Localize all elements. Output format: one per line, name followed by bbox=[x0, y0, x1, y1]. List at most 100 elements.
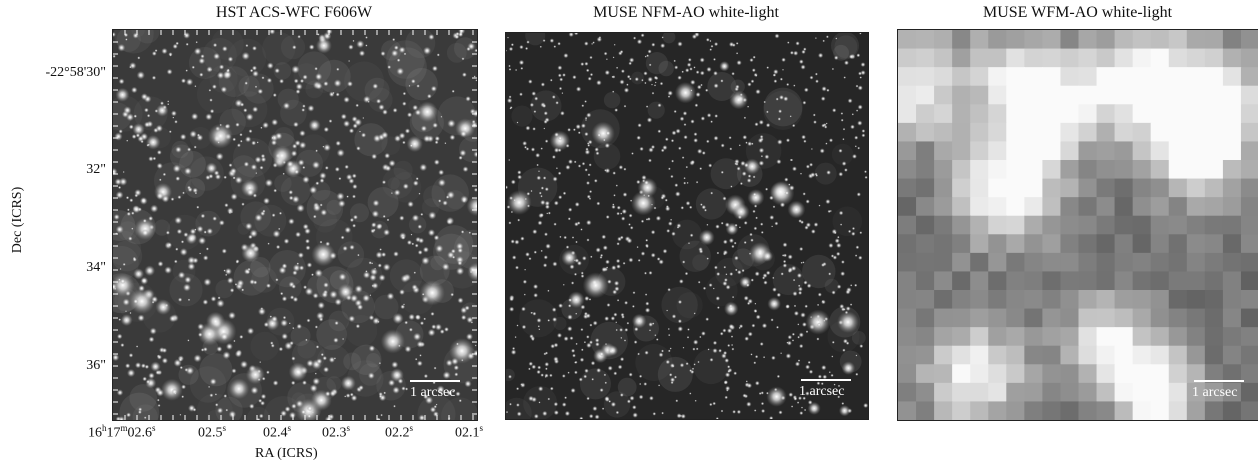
star bbox=[545, 367, 548, 371]
star bbox=[797, 284, 801, 288]
haze-blob bbox=[511, 105, 533, 127]
image-pixel bbox=[1078, 104, 1098, 124]
star bbox=[720, 79, 724, 83]
image-pixel bbox=[1222, 122, 1242, 143]
image-pixel bbox=[952, 67, 971, 87]
star bbox=[810, 172, 816, 178]
star bbox=[359, 130, 361, 133]
star bbox=[590, 360, 596, 366]
star bbox=[568, 33, 574, 38]
star bbox=[759, 342, 764, 346]
image-pixel bbox=[1150, 271, 1170, 291]
star bbox=[319, 240, 323, 244]
star bbox=[623, 87, 630, 93]
star bbox=[526, 40, 530, 44]
star bbox=[554, 132, 560, 138]
star bbox=[734, 255, 739, 261]
star bbox=[612, 90, 615, 93]
star bbox=[720, 221, 724, 225]
star bbox=[408, 84, 411, 87]
star bbox=[825, 122, 828, 125]
star bbox=[543, 255, 548, 260]
star bbox=[438, 199, 442, 203]
star bbox=[161, 347, 168, 354]
image-pixel bbox=[988, 178, 1007, 198]
star bbox=[536, 317, 542, 323]
image-pixel bbox=[1132, 345, 1152, 365]
star bbox=[828, 242, 834, 249]
image-pixel bbox=[1114, 327, 1134, 347]
star bbox=[797, 359, 801, 362]
image-pixel bbox=[988, 364, 1007, 384]
star bbox=[586, 335, 590, 339]
star bbox=[623, 104, 627, 108]
star bbox=[172, 116, 175, 119]
star bbox=[648, 158, 652, 163]
star bbox=[664, 198, 668, 202]
star bbox=[739, 324, 744, 329]
star bbox=[816, 381, 821, 386]
star bbox=[799, 246, 804, 252]
star bbox=[516, 387, 520, 391]
star bbox=[216, 299, 225, 308]
image-pixel bbox=[898, 67, 917, 87]
star bbox=[185, 42, 189, 46]
star bbox=[850, 284, 853, 287]
star bbox=[586, 396, 590, 401]
star bbox=[134, 189, 142, 197]
image-pixel bbox=[1240, 178, 1258, 198]
image-pixel bbox=[1222, 364, 1242, 384]
star bbox=[113, 283, 118, 291]
star bbox=[412, 104, 419, 111]
image-pixel bbox=[1240, 215, 1258, 235]
star bbox=[167, 242, 172, 248]
star bbox=[574, 221, 579, 227]
star bbox=[379, 248, 382, 251]
star bbox=[754, 271, 760, 277]
star bbox=[731, 71, 735, 76]
star bbox=[843, 76, 846, 79]
haze-blob bbox=[179, 150, 206, 178]
image-pixel bbox=[1006, 178, 1025, 198]
star bbox=[793, 310, 799, 316]
haze-blob bbox=[113, 240, 143, 272]
image-pixel bbox=[1222, 234, 1242, 254]
star bbox=[604, 168, 611, 174]
star bbox=[269, 30, 276, 35]
image-pixel bbox=[1186, 290, 1206, 310]
image-pixel bbox=[1168, 364, 1188, 384]
star bbox=[789, 115, 792, 118]
star bbox=[352, 183, 358, 190]
image-pixel bbox=[1006, 252, 1025, 273]
star bbox=[628, 77, 632, 81]
star bbox=[573, 33, 579, 36]
star bbox=[722, 196, 727, 201]
haze-blob bbox=[278, 276, 302, 300]
star bbox=[417, 101, 438, 123]
image-pixel bbox=[988, 327, 1007, 347]
star bbox=[193, 47, 202, 56]
star bbox=[614, 286, 620, 292]
star bbox=[689, 233, 694, 238]
image-pixel bbox=[1186, 345, 1206, 365]
star bbox=[841, 361, 856, 375]
star bbox=[648, 270, 653, 275]
image-pixel bbox=[1006, 382, 1025, 403]
star bbox=[306, 262, 313, 268]
star bbox=[547, 211, 551, 215]
star bbox=[806, 283, 812, 289]
image-pixel bbox=[1240, 122, 1258, 143]
star bbox=[552, 176, 558, 182]
image-pixel bbox=[1222, 160, 1242, 180]
star bbox=[462, 166, 469, 173]
star bbox=[724, 395, 728, 400]
star bbox=[470, 121, 477, 129]
star bbox=[648, 63, 652, 67]
star bbox=[460, 195, 469, 204]
nfm-starfield-image bbox=[506, 33, 868, 419]
star bbox=[377, 418, 381, 420]
star bbox=[535, 152, 541, 158]
star bbox=[423, 373, 429, 379]
image-pixel bbox=[1006, 104, 1025, 124]
star bbox=[291, 195, 300, 204]
